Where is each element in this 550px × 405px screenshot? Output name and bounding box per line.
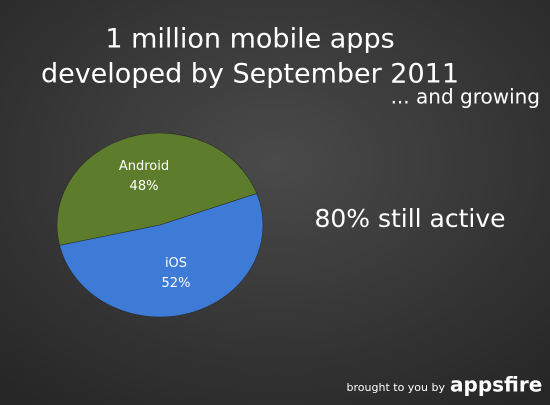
chart-title: 1 million mobile apps: [105, 24, 394, 55]
slice-label: iOS: [165, 256, 187, 271]
slice-label: Android: [119, 159, 169, 174]
pie-slice: [59, 193, 264, 318]
subtitle: ... and growing: [391, 85, 540, 109]
slice-value: 52%: [162, 276, 191, 291]
footer-text: brought to you by: [347, 381, 446, 394]
pie-slice: [56, 132, 258, 246]
annotation: 80% still active: [314, 204, 505, 233]
chart-title: developed by September 2011: [41, 59, 459, 90]
slice-value: 48%: [130, 179, 159, 194]
footer-brand: appsfire: [450, 373, 542, 397]
